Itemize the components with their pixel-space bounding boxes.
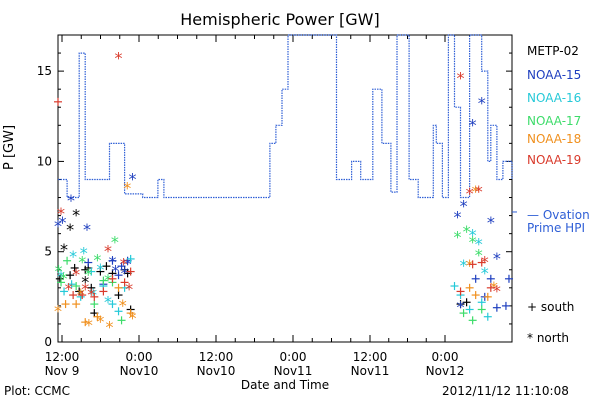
point-north-noaa-17: * xyxy=(93,251,101,270)
point-north-noaa-16: * xyxy=(104,292,112,311)
legend-noaa-18: NOAA-18 xyxy=(527,132,582,146)
legend-noaa-19: NOAA-19 xyxy=(527,153,582,167)
y-tick-label: 0 xyxy=(44,335,52,349)
footer-timestamp: 2012/11/12 11:10:08 xyxy=(442,384,569,398)
point-north-noaa-15: * xyxy=(128,169,136,188)
point-north-noaa-17: * xyxy=(84,265,92,284)
point-north-noaa-19: * xyxy=(457,68,465,87)
point-north-noaa-19: * xyxy=(125,280,133,299)
point-north-noaa-15: * xyxy=(124,254,132,273)
point-north-noaa-19: * xyxy=(57,204,65,223)
legend-north-marker: * north xyxy=(527,331,570,345)
x-tick-label: 0:00 xyxy=(432,350,459,364)
point-north-noaa-19: * xyxy=(72,265,80,284)
legend-south-marker: + south xyxy=(527,300,575,314)
point-north-noaa-15: * xyxy=(112,262,120,281)
x-tick-label: 12:00 xyxy=(199,350,234,364)
point-north-noaa-16: * xyxy=(80,244,88,263)
point-north-noaa-16: * xyxy=(89,285,97,304)
x-tick-sublabel: Nov10 xyxy=(120,364,159,378)
point-north-noaa-17: * xyxy=(475,245,483,264)
point-north-metp-02: * xyxy=(60,240,68,259)
point-north-noaa-19: * xyxy=(65,280,73,299)
point-north-noaa-15: * xyxy=(59,213,67,232)
point-north-noaa-18: * xyxy=(119,296,127,315)
point-north-noaa-15: * xyxy=(121,263,129,282)
point-north-noaa-19: * xyxy=(87,285,95,304)
x-tick-sublabel: Nov10 xyxy=(197,364,236,378)
point-north-noaa-17: * xyxy=(55,262,63,281)
point-north-noaa-18: * xyxy=(472,182,480,201)
point-north-noaa-15: * xyxy=(454,207,462,226)
point-north-metp-02: * xyxy=(66,220,74,239)
point-north-noaa-15: * xyxy=(478,94,486,113)
ovation-hpi-line xyxy=(58,34,513,199)
point-north-noaa-15: * xyxy=(83,220,91,239)
point-north-noaa-16: * xyxy=(69,247,77,266)
point-north-noaa-18: * xyxy=(96,312,104,331)
point-north-noaa-16: * xyxy=(481,263,489,282)
point-north-noaa-19: * xyxy=(475,182,483,201)
x-tick-sublabel: Nov12 xyxy=(426,364,465,378)
point-north-noaa-19: * xyxy=(466,184,474,203)
footer-plot-credit: Plot: CCMC xyxy=(4,384,70,398)
point-north-noaa-15: * xyxy=(54,216,62,235)
legend-ovation-line-2: Prime HPI xyxy=(527,221,585,235)
point-north-noaa-15: * xyxy=(487,213,495,232)
point-north-metp-02: * xyxy=(81,272,89,291)
x-tick-sublabel: Nov 9 xyxy=(45,364,80,378)
point-north-noaa-15: * xyxy=(460,197,468,216)
point-north-noaa-18: * xyxy=(85,316,93,335)
point-north-noaa-17: * xyxy=(454,227,462,246)
legend-noaa-16: NOAA-16 xyxy=(527,91,582,105)
point-north-noaa-18: * xyxy=(466,256,474,275)
point-north-noaa-16: * xyxy=(475,234,483,253)
y-tick-label: 15 xyxy=(37,64,52,78)
point-north-noaa-17: * xyxy=(463,222,471,241)
x-axis-label: Date and Time xyxy=(241,378,329,392)
x-tick-label: 12:00 xyxy=(45,350,80,364)
point-north-metp-02: * xyxy=(72,206,80,225)
point-north-noaa-16: * xyxy=(469,225,477,244)
x-tick-label: 12:00 xyxy=(353,350,388,364)
x-tick-sublabel: Nov11 xyxy=(274,364,313,378)
x-tick-label: 0:00 xyxy=(280,350,307,364)
legend-noaa-15: NOAA-15 xyxy=(527,68,582,82)
legend-ovation-line: — Ovation xyxy=(527,208,590,222)
point-north-noaa-17: * xyxy=(104,271,112,290)
point-north-noaa-19: * xyxy=(493,281,501,300)
point-north-noaa-17: * xyxy=(78,253,86,272)
point-north-noaa-18: * xyxy=(105,318,113,337)
point-north-noaa-16: * xyxy=(460,256,468,275)
chart-title: Hemispheric Power [GW] xyxy=(180,10,380,29)
point-north-noaa-15: * xyxy=(469,115,477,134)
legend-metp-02: METP-02 xyxy=(527,44,579,58)
point-north-noaa-18: * xyxy=(128,309,136,328)
point-north-noaa-19: * xyxy=(104,242,112,261)
y-axis-label: P [GW] xyxy=(2,124,17,170)
plot-frame xyxy=(57,34,513,343)
point-north-noaa-18: * xyxy=(54,301,62,320)
point-north-noaa-17: * xyxy=(111,233,119,252)
point-north-noaa-17: * xyxy=(469,233,477,252)
point-north-noaa-15: * xyxy=(457,298,465,317)
point-north-noaa-15: * xyxy=(67,191,75,210)
point-north-noaa-18: * xyxy=(123,179,131,198)
point-north-noaa-16: * xyxy=(57,267,65,286)
y-tick-label: 10 xyxy=(37,154,52,168)
point-north-noaa-15: * xyxy=(108,253,116,272)
x-tick-sublabel: Nov11 xyxy=(351,364,390,378)
point-north-noaa-19: * xyxy=(481,253,489,272)
legend-noaa-17: NOAA-17 xyxy=(527,114,582,128)
point-north-noaa-19: * xyxy=(120,254,128,273)
y-tick-label: 5 xyxy=(44,245,52,259)
point-north-noaa-17: * xyxy=(59,269,67,288)
point-north-noaa-16: * xyxy=(96,260,104,279)
x-tick-label: 0:00 xyxy=(126,350,153,364)
point-north-noaa-19: * xyxy=(115,48,123,67)
point-north-noaa-15: * xyxy=(493,249,501,268)
point-north-noaa-19: * xyxy=(81,280,89,299)
